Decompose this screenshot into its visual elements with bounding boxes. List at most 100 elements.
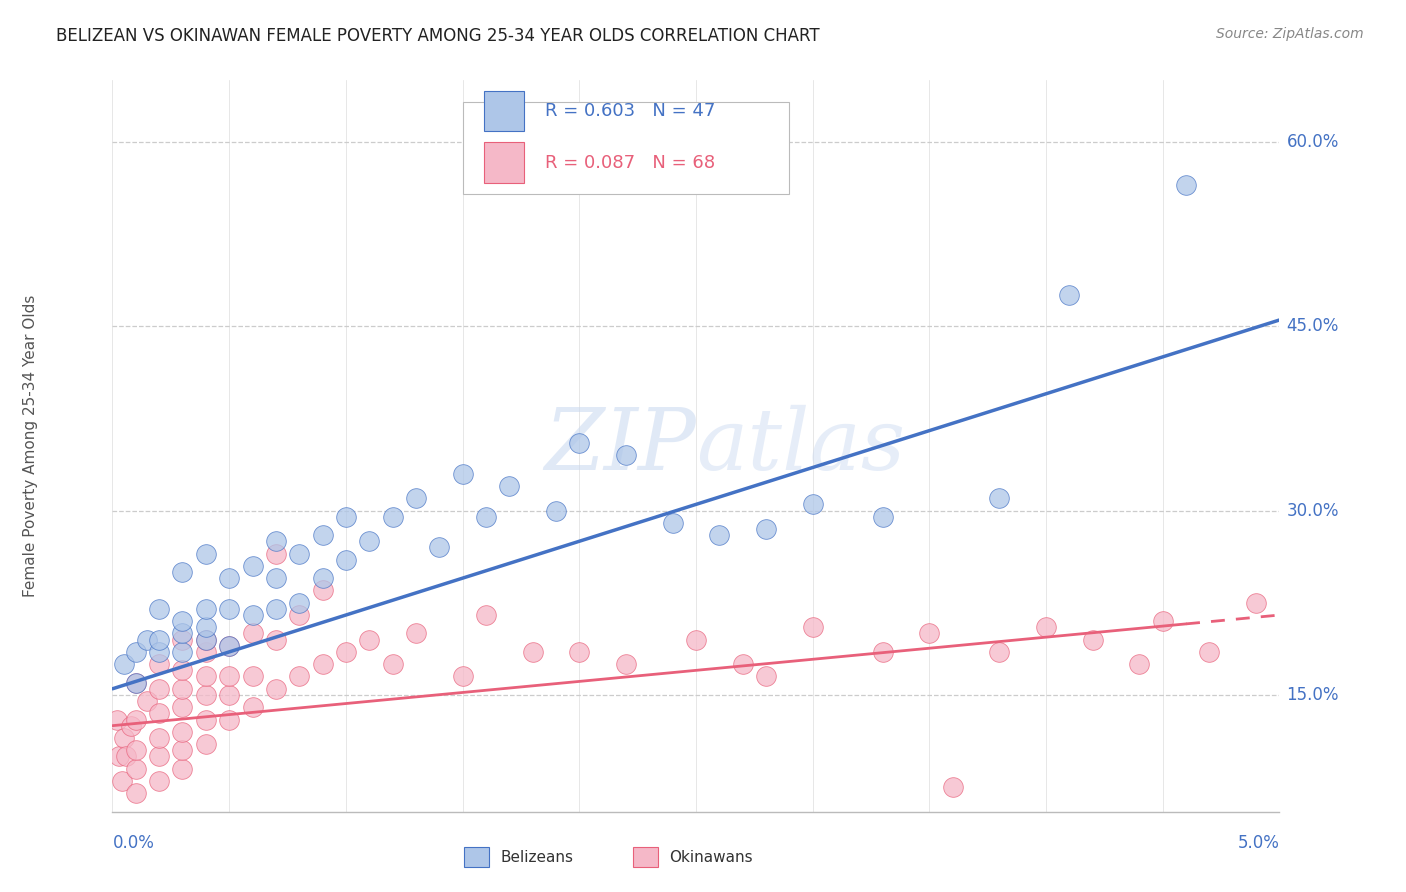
- Point: [872, 645, 894, 659]
- Point: [288, 596, 311, 610]
- Point: [112, 731, 135, 745]
- Point: [120, 719, 142, 733]
- Point: [1175, 178, 1198, 192]
- Point: [264, 547, 287, 561]
- Point: [194, 645, 217, 659]
- Point: [194, 547, 217, 561]
- Point: [194, 688, 217, 702]
- Point: [148, 645, 170, 659]
- Point: [801, 620, 824, 634]
- Point: [335, 552, 357, 566]
- Point: [194, 602, 217, 616]
- Text: 0.0%: 0.0%: [112, 834, 155, 852]
- FancyBboxPatch shape: [484, 143, 524, 183]
- Point: [1128, 657, 1150, 672]
- Point: [172, 743, 194, 757]
- Point: [194, 737, 217, 751]
- Point: [242, 700, 264, 714]
- Point: [288, 669, 311, 683]
- Point: [125, 786, 148, 800]
- Point: [1244, 596, 1267, 610]
- Point: [136, 632, 159, 647]
- Point: [1035, 620, 1057, 634]
- Point: [172, 614, 194, 628]
- Text: Female Poverty Among 25-34 Year Olds: Female Poverty Among 25-34 Year Olds: [24, 295, 38, 597]
- Point: [218, 688, 240, 702]
- Point: [755, 669, 778, 683]
- Point: [381, 509, 404, 524]
- Point: [108, 749, 131, 764]
- Point: [311, 657, 333, 672]
- Point: [125, 713, 148, 727]
- Point: [988, 645, 1011, 659]
- Point: [731, 657, 754, 672]
- Text: atlas: atlas: [696, 405, 905, 487]
- Point: [335, 645, 357, 659]
- Point: [405, 626, 427, 640]
- Text: Source: ZipAtlas.com: Source: ZipAtlas.com: [1216, 27, 1364, 41]
- Point: [405, 491, 427, 506]
- Text: ZIP: ZIP: [544, 405, 696, 487]
- Point: [685, 632, 707, 647]
- Point: [264, 632, 287, 647]
- Point: [218, 602, 240, 616]
- Point: [475, 607, 498, 622]
- Point: [194, 632, 217, 647]
- Text: Belizeans: Belizeans: [501, 850, 574, 864]
- Point: [172, 664, 194, 678]
- Point: [288, 547, 311, 561]
- Point: [125, 675, 148, 690]
- Point: [1152, 614, 1174, 628]
- Point: [218, 713, 240, 727]
- Point: [105, 713, 128, 727]
- Text: 30.0%: 30.0%: [1286, 501, 1339, 519]
- Point: [172, 724, 194, 739]
- Point: [148, 749, 170, 764]
- Point: [194, 632, 217, 647]
- Point: [115, 749, 138, 764]
- Point: [264, 602, 287, 616]
- Text: Okinawans: Okinawans: [669, 850, 752, 864]
- Point: [172, 626, 194, 640]
- Point: [1059, 288, 1081, 302]
- Point: [544, 503, 567, 517]
- Text: R = 0.603   N = 47: R = 0.603 N = 47: [546, 103, 716, 120]
- Point: [172, 700, 194, 714]
- Point: [125, 743, 148, 757]
- Point: [264, 534, 287, 549]
- Text: 5.0%: 5.0%: [1237, 834, 1279, 852]
- Point: [498, 479, 520, 493]
- Point: [148, 657, 170, 672]
- Point: [194, 620, 217, 634]
- Point: [218, 639, 240, 653]
- Point: [311, 528, 333, 542]
- Point: [125, 645, 148, 659]
- Point: [427, 541, 450, 555]
- Point: [918, 626, 941, 640]
- Point: [194, 669, 217, 683]
- Point: [264, 681, 287, 696]
- Point: [359, 534, 381, 549]
- Point: [148, 706, 170, 721]
- Point: [148, 602, 170, 616]
- Point: [242, 626, 264, 640]
- Point: [148, 731, 170, 745]
- Text: 60.0%: 60.0%: [1286, 133, 1339, 151]
- Point: [614, 657, 637, 672]
- Point: [311, 571, 333, 585]
- Point: [125, 762, 148, 776]
- Point: [172, 681, 194, 696]
- Point: [125, 675, 148, 690]
- Point: [335, 509, 357, 524]
- Point: [242, 558, 264, 573]
- Point: [661, 516, 683, 530]
- Point: [311, 583, 333, 598]
- Point: [172, 762, 194, 776]
- Point: [1081, 632, 1104, 647]
- Point: [801, 497, 824, 511]
- Point: [172, 565, 194, 579]
- Point: [112, 657, 135, 672]
- Point: [148, 774, 170, 789]
- Point: [148, 632, 170, 647]
- Point: [194, 713, 217, 727]
